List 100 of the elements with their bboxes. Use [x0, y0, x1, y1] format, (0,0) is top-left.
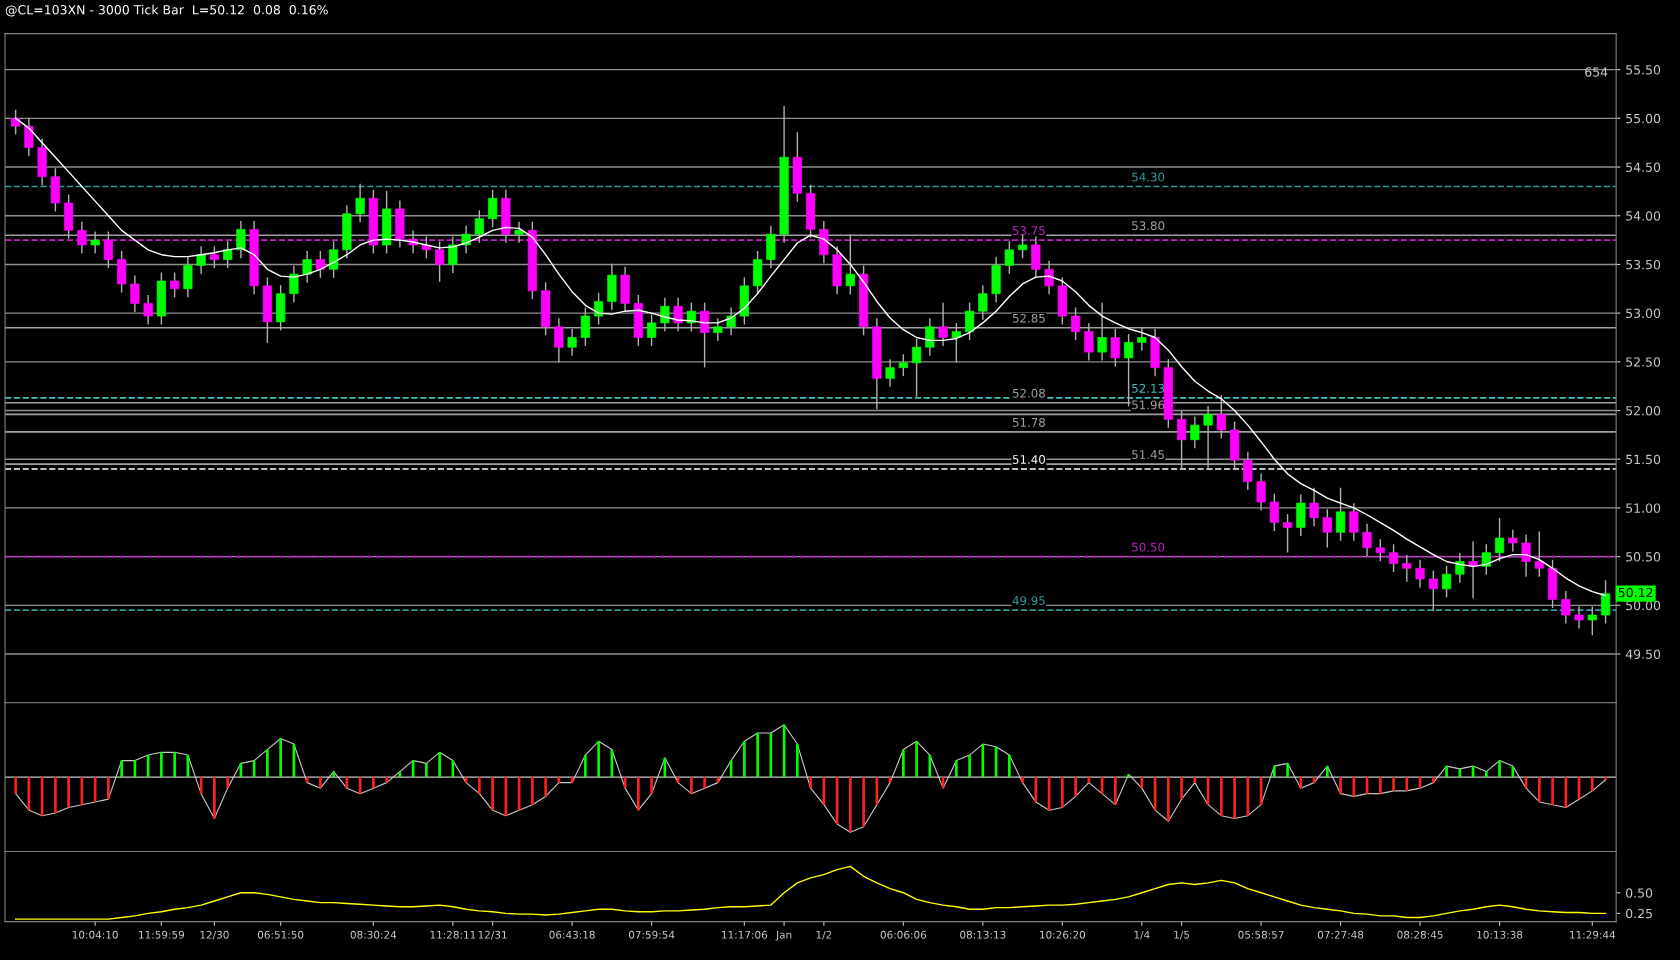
bar — [120, 760, 123, 778]
candlestick — [1402, 554, 1412, 582]
bar — [1326, 766, 1329, 778]
candlestick — [514, 221, 524, 243]
bar — [107, 777, 110, 800]
ref-line-label: 51.40 — [1012, 454, 1045, 464]
bar — [1233, 777, 1236, 819]
y-tick-label: 53.50 — [1626, 259, 1661, 270]
x-tick-label: 11:17:06 — [722, 930, 768, 939]
bar — [266, 749, 269, 778]
bar — [637, 777, 640, 811]
bar — [1551, 777, 1554, 805]
bar — [425, 763, 428, 778]
candlestick — [1561, 590, 1571, 624]
bar — [1352, 777, 1356, 797]
ref-line-label: 54.30 — [1132, 172, 1165, 182]
x-tick-label: 12/31 — [478, 930, 507, 940]
candlestick — [1097, 302, 1107, 361]
x-tick-label: 11:28:11 — [430, 930, 476, 939]
ref-line-label: 52.08 — [1012, 388, 1045, 398]
bar — [743, 741, 746, 778]
ref-line-label: 51.45 — [1132, 450, 1164, 460]
candlestick — [236, 220, 246, 259]
bar — [1604, 777, 1607, 780]
x-tick-label: 10:26:20 — [1040, 930, 1086, 939]
bar — [597, 741, 600, 778]
candlestick — [474, 210, 484, 243]
candlestick — [938, 302, 948, 346]
bar — [796, 744, 799, 778]
x-tick-label: 06:51:50 — [257, 930, 304, 939]
candlestick — [912, 338, 922, 397]
bar — [1074, 777, 1077, 797]
bar — [226, 777, 229, 789]
candlestick — [898, 354, 908, 377]
bar — [1484, 771, 1488, 778]
ref-line-label: 51.78 — [1012, 417, 1045, 427]
candlestick — [1282, 514, 1293, 553]
candlestick — [289, 265, 299, 303]
bar — [213, 777, 216, 819]
candlestick — [196, 246, 206, 274]
candlestick — [488, 189, 498, 228]
candlestick — [435, 241, 445, 282]
candlestick — [1335, 487, 1346, 541]
candlestick — [421, 236, 431, 259]
bar — [478, 777, 481, 794]
x-tick-label: 1/4 — [1134, 930, 1150, 940]
bar — [1167, 777, 1170, 822]
bar — [650, 777, 653, 794]
y-tick-label: 55.50 — [1626, 65, 1661, 75]
candlestick — [77, 221, 87, 254]
candlestick — [223, 241, 233, 269]
bar — [1114, 777, 1117, 805]
bar — [968, 755, 971, 778]
candlestick — [1004, 241, 1014, 274]
annotation: 50.12 — [1618, 587, 1653, 598]
bar — [385, 777, 388, 783]
annotation: 654 — [1585, 67, 1608, 77]
candlestick — [885, 359, 895, 387]
y-tick-label: 53.00 — [1626, 308, 1661, 319]
y-tick-label: 54.00 — [1626, 211, 1661, 221]
candlestick — [1587, 606, 1597, 636]
y-tick-label: 50.50 — [1626, 552, 1661, 562]
bar — [955, 760, 958, 778]
ref-line-label: 53.75 — [1012, 226, 1045, 236]
x-tick-label: 06:43:18 — [549, 930, 595, 939]
y-tick-label: 55.00 — [1626, 113, 1661, 124]
y-tick-label: 54.50 — [1626, 162, 1661, 172]
candlestick — [1137, 327, 1147, 351]
candlestick — [170, 272, 180, 298]
x-tick-label: 11:59:59 — [139, 930, 185, 939]
candlestick — [673, 297, 683, 332]
candlestick — [1508, 529, 1518, 552]
candlestick — [713, 318, 723, 342]
bar — [1339, 777, 1342, 794]
candlestick — [1203, 405, 1213, 468]
y-tick-label: 0.25 — [1626, 908, 1652, 919]
bar — [1511, 766, 1515, 778]
candlestick — [965, 302, 975, 341]
candlestick — [183, 256, 193, 298]
candlestick — [1574, 606, 1584, 629]
bar — [1061, 777, 1064, 808]
y-tick-label: 51.00 — [1626, 503, 1661, 513]
x-tick-label: 1/2 — [816, 930, 832, 940]
x-tick-label: 10:04:10 — [72, 930, 118, 939]
candlestick — [978, 285, 988, 320]
candlestick — [1216, 395, 1226, 439]
candlestick — [103, 231, 113, 269]
candlestick — [1600, 580, 1611, 624]
bar — [54, 777, 57, 813]
bar — [703, 777, 706, 789]
candlestick — [11, 109, 21, 135]
x-tick-label: Jan — [775, 930, 792, 941]
bar — [1286, 763, 1289, 778]
bar — [491, 777, 494, 811]
bar — [862, 777, 865, 827]
x-tick-label: 06:06:06 — [880, 930, 927, 939]
line-series — [14, 865, 1607, 920]
bar — [1537, 777, 1541, 802]
y-tick-label: 52.50 — [1626, 357, 1661, 367]
candlestick — [143, 294, 153, 325]
